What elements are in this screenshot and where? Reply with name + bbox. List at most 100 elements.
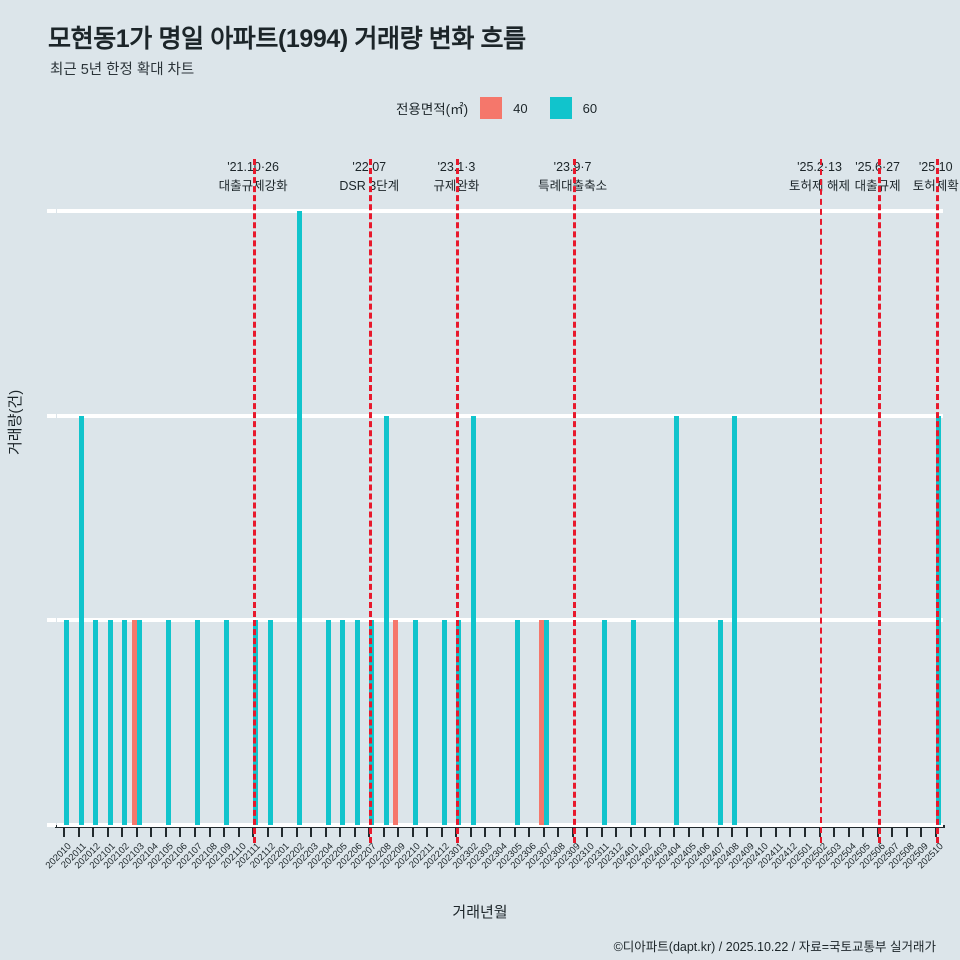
gridline-3 [57, 209, 943, 213]
x-tick-mark-202205 [339, 828, 342, 837]
y-tick-mark-3 [47, 209, 56, 213]
x-tick-mark-202307 [542, 828, 545, 837]
x-tick-mark-202109 [223, 828, 226, 837]
bar-202105-60[interactable] [165, 620, 171, 825]
y-tick-mark-1 [47, 618, 56, 623]
x-tick-mark-202407 [716, 828, 719, 837]
bar-202101-60[interactable] [107, 620, 113, 825]
bar-202205-60[interactable] [340, 620, 346, 825]
x-tick-mark-202203 [310, 828, 313, 837]
x-tick-mark-202105 [164, 828, 167, 837]
bar-202107-60[interactable] [194, 620, 200, 825]
x-tick-mark-202504 [847, 828, 850, 837]
bar-202302-60[interactable] [470, 415, 476, 825]
bar-202010-60[interactable] [64, 620, 70, 825]
x-tick-mark-202110 [237, 828, 240, 837]
x-tick-mark-202410 [760, 828, 763, 837]
chart-legend: 전용면적(㎡) 40 60 [396, 96, 619, 120]
bar-202112-60[interactable] [267, 620, 273, 825]
x-tick-mark-202106 [179, 828, 182, 837]
footer-credit: ©디아파트(dapt.kr) / 2025.10.22 / 자료=국토교통부 실… [613, 940, 936, 954]
x-tick-mark-202206 [353, 828, 356, 837]
bar-202401-60[interactable] [630, 620, 636, 825]
x-tick-mark-202304 [499, 828, 501, 837]
x-tick-mark-202209 [397, 828, 400, 837]
x-tick-mark-202104 [150, 828, 153, 837]
bar-202209-40[interactable] [393, 620, 399, 825]
x-tick-mark-202302 [469, 828, 472, 837]
y-tick-mark-0 [47, 823, 56, 827]
bar-202012-60[interactable] [93, 620, 99, 825]
event-line-202309 [572, 159, 576, 843]
x-tick-mark-202508 [905, 828, 908, 837]
x-tick-mark-202312 [615, 828, 618, 837]
x-tick-mark-202411 [774, 828, 777, 837]
event-line-202301 [456, 159, 460, 843]
x-tick-mark-202102 [121, 828, 124, 837]
x-tick-mark-202108 [208, 828, 211, 837]
bar-202103-40[interactable] [131, 620, 137, 825]
gridline-2 [57, 413, 943, 418]
bar-202408-60[interactable] [732, 415, 738, 825]
x-tick-mark-202505 [862, 828, 865, 837]
x-tick-mark-202306 [528, 828, 531, 837]
x-tick-mark-202112 [266, 828, 269, 837]
legend-label-40: 40 [513, 100, 528, 116]
y-tick-mark-2 [47, 413, 56, 418]
event-line-202502 [819, 159, 822, 843]
x-tick-mark-202310 [586, 828, 589, 837]
event-line-202506 [877, 159, 881, 843]
bar-202404-60[interactable] [674, 415, 680, 825]
bar-202208-60[interactable] [383, 415, 389, 825]
page-title: 모현동1가 명일 아파트(1994) 거래량 변화 흐름 [48, 25, 526, 53]
bar-202212-60[interactable] [441, 620, 447, 825]
x-axis-title: 거래년월 [452, 904, 508, 921]
event-line-202207 [369, 159, 373, 843]
bar-202307-40[interactable] [538, 620, 544, 825]
legend-label-60: 60 [582, 100, 598, 116]
x-tick-mark-202103 [135, 828, 138, 837]
x-tick-mark-202507 [891, 828, 894, 837]
bar-202407-60[interactable] [717, 620, 723, 825]
bar-202206-60[interactable] [354, 620, 360, 825]
x-tick-mark-202402 [644, 828, 647, 837]
x-tick-mark-202503 [833, 828, 836, 837]
event-line-202510 [935, 159, 939, 843]
bar-202210-60[interactable] [412, 620, 418, 825]
bar-202109-60[interactable] [224, 620, 230, 825]
x-tick-mark-202501 [804, 828, 807, 837]
gridline-1 [57, 618, 943, 623]
x-tick-mark-202401 [629, 828, 632, 837]
event-date-202309: '23.9·7 [553, 160, 592, 174]
x-tick-mark-202210 [411, 828, 414, 837]
bar-202103-60[interactable] [136, 620, 142, 825]
x-tick-mark-202107 [193, 828, 196, 837]
bar-202011-60[interactable] [78, 415, 84, 825]
x-tick-mark-202405 [687, 828, 690, 837]
bar-202307-60[interactable] [543, 620, 549, 825]
legend-swatch-60 [549, 97, 572, 119]
page-subtitle: 최근 5년 한정 확대 차트 [50, 62, 195, 78]
y-axis-title: 거래량(건) [7, 389, 24, 455]
bar-202311-60[interactable] [601, 620, 607, 825]
x-tick-mark-202101 [106, 828, 109, 837]
x-tick-mark-202311 [600, 828, 603, 837]
bar-202102-60[interactable] [122, 620, 128, 825]
legend-title: 전용면적(㎡) [396, 102, 469, 117]
x-tick-mark-202212 [440, 828, 443, 837]
x-tick-mark-202403 [658, 828, 661, 837]
x-tick-mark-202012 [92, 828, 95, 837]
x-tick-mark-202208 [382, 828, 385, 837]
event-line-202111 [253, 159, 257, 843]
bar-202305-60[interactable] [514, 620, 520, 825]
x-tick-mark-202404 [673, 828, 676, 837]
bar-202204-60[interactable] [325, 620, 331, 825]
x-tick-mark-202409 [745, 828, 748, 837]
x-tick-mark-202010 [63, 828, 66, 837]
bar-202202-60[interactable] [296, 211, 302, 825]
plot-area: 0123 [47, 159, 945, 843]
x-tick-mark-202305 [513, 828, 516, 837]
legend-swatch-40 [480, 97, 503, 119]
x-tick-mark-202011 [77, 828, 80, 837]
